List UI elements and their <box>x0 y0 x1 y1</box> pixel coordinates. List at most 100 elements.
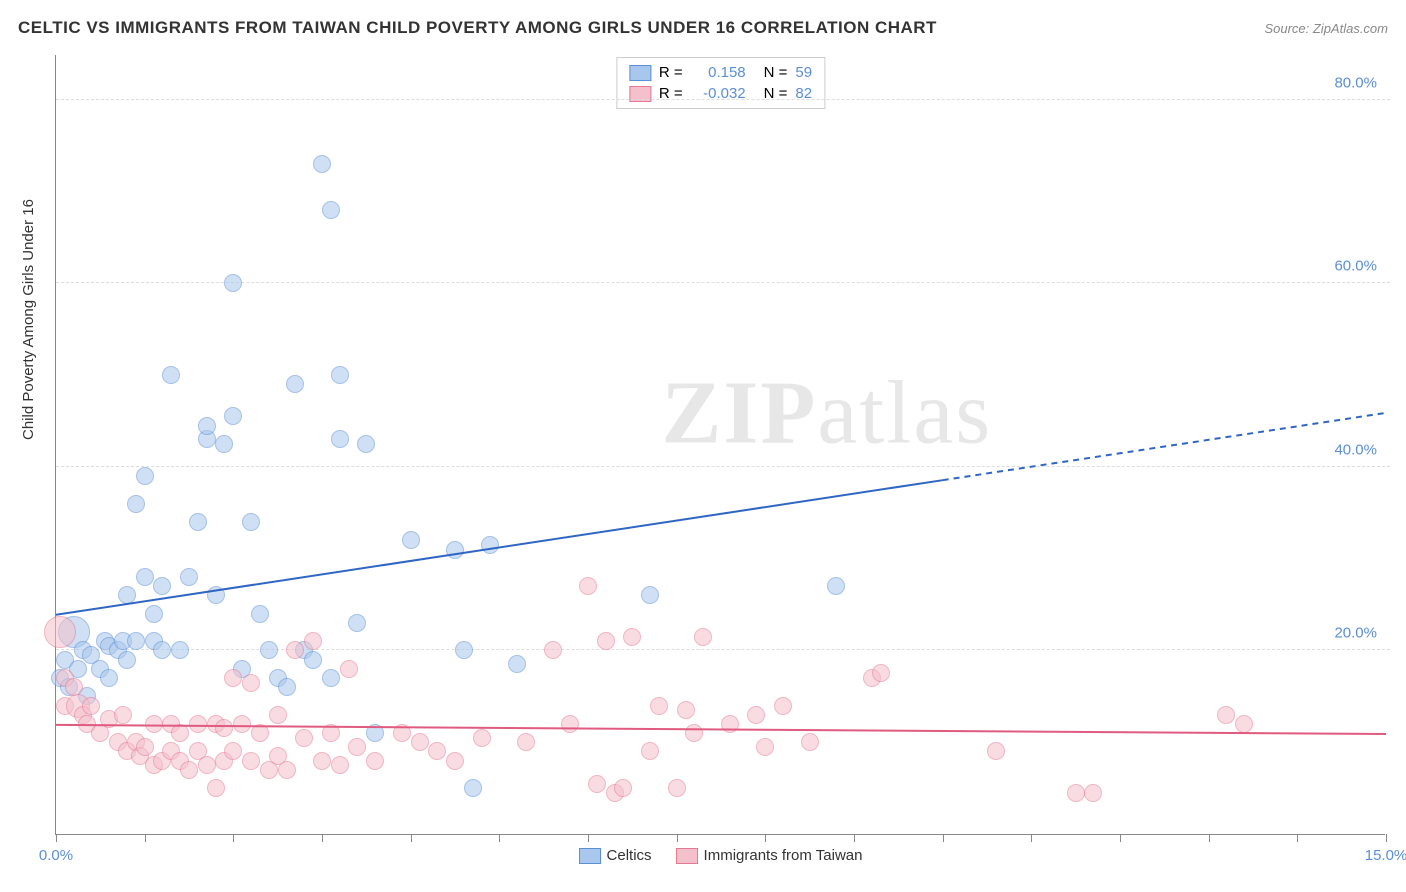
scatter-point <box>340 660 358 678</box>
scatter-point <box>145 605 163 623</box>
scatter-point <box>428 742 446 760</box>
scatter-point <box>207 586 225 604</box>
scatter-point <box>313 752 331 770</box>
scatter-point <box>579 577 597 595</box>
scatter-point <box>561 715 579 733</box>
series-legend-item: Immigrants from Taiwan <box>676 847 863 864</box>
scatter-point <box>747 706 765 724</box>
scatter-point <box>1217 706 1235 724</box>
x-tick <box>588 834 589 842</box>
legend-swatch <box>579 848 601 864</box>
scatter-point <box>118 586 136 604</box>
scatter-point <box>801 733 819 751</box>
x-tick <box>411 834 412 842</box>
x-tick <box>499 834 500 842</box>
scatter-point <box>446 752 464 770</box>
scatter-point <box>207 779 225 797</box>
grid-line <box>56 99 1390 100</box>
scatter-point <box>198 417 216 435</box>
scatter-point <box>242 674 260 692</box>
legend-swatch <box>629 65 651 81</box>
scatter-point <box>251 724 269 742</box>
scatter-point <box>180 568 198 586</box>
scatter-point <box>82 697 100 715</box>
x-tick <box>145 834 146 842</box>
chart-header: CELTIC VS IMMIGRANTS FROM TAIWAN CHILD P… <box>18 18 1388 38</box>
scatter-point <box>1067 784 1085 802</box>
scatter-point <box>224 274 242 292</box>
trend-line-dashed <box>943 413 1386 480</box>
trendlines-layer <box>56 55 1386 835</box>
scatter-point <box>357 435 375 453</box>
scatter-point <box>269 706 287 724</box>
scatter-point <box>114 706 132 724</box>
scatter-point <box>481 536 499 554</box>
scatter-point <box>100 669 118 687</box>
scatter-point <box>544 641 562 659</box>
scatter-point <box>189 715 207 733</box>
scatter-point <box>694 628 712 646</box>
y-tick-label: 20.0% <box>1334 625 1377 642</box>
scatter-point <box>215 719 233 737</box>
x-tick-label: 15.0% <box>1365 847 1406 864</box>
x-tick <box>854 834 855 842</box>
scatter-point <box>322 201 340 219</box>
y-axis-title: Child Poverty Among Girls Under 16 <box>20 199 37 440</box>
scatter-point <box>366 752 384 770</box>
scatter-point <box>331 430 349 448</box>
scatter-point <box>136 738 154 756</box>
legend-label: Immigrants from Taiwan <box>704 847 863 864</box>
scatter-point <box>278 761 296 779</box>
scatter-point <box>162 366 180 384</box>
scatter-plot-area: ZIPatlas R =0.158N =59R =-0.032N =82 Cel… <box>55 55 1385 835</box>
scatter-point <box>242 752 260 770</box>
scatter-point <box>685 724 703 742</box>
trend-line-solid <box>56 480 943 615</box>
scatter-point <box>153 577 171 595</box>
scatter-point <box>597 632 615 650</box>
scatter-point <box>295 729 313 747</box>
r-value: 0.158 <box>691 64 746 81</box>
scatter-point <box>1235 715 1253 733</box>
scatter-point <box>171 724 189 742</box>
scatter-point <box>322 669 340 687</box>
r-label: R = <box>659 64 683 81</box>
scatter-point <box>517 733 535 751</box>
chart-source: Source: ZipAtlas.com <box>1264 21 1388 36</box>
scatter-point <box>393 724 411 742</box>
scatter-point <box>304 632 322 650</box>
scatter-point <box>118 651 136 669</box>
scatter-point <box>286 375 304 393</box>
x-tick <box>322 834 323 842</box>
scatter-point <box>331 366 349 384</box>
grid-line <box>56 282 1390 283</box>
scatter-point <box>224 669 242 687</box>
x-tick <box>677 834 678 842</box>
scatter-point <box>286 641 304 659</box>
scatter-point <box>402 531 420 549</box>
grid-line <box>56 466 1390 467</box>
scatter-point <box>136 568 154 586</box>
y-tick-label: 80.0% <box>1334 74 1377 91</box>
y-tick-label: 40.0% <box>1334 441 1377 458</box>
scatter-point <box>251 605 269 623</box>
scatter-point <box>180 761 198 779</box>
x-tick <box>233 834 234 842</box>
scatter-point <box>260 641 278 659</box>
scatter-point <box>987 742 1005 760</box>
scatter-point <box>464 779 482 797</box>
x-tick <box>1120 834 1121 842</box>
watermark-zip: ZIP <box>661 364 817 463</box>
scatter-point <box>313 155 331 173</box>
scatter-point <box>153 641 171 659</box>
scatter-point <box>650 697 668 715</box>
x-tick <box>1386 834 1387 842</box>
n-value: 59 <box>795 64 812 81</box>
scatter-point <box>473 729 491 747</box>
scatter-point <box>623 628 641 646</box>
grid-line <box>56 649 1390 650</box>
scatter-point <box>348 738 366 756</box>
scatter-point <box>233 715 251 733</box>
chart-title: CELTIC VS IMMIGRANTS FROM TAIWAN CHILD P… <box>18 18 937 38</box>
scatter-point <box>668 779 686 797</box>
